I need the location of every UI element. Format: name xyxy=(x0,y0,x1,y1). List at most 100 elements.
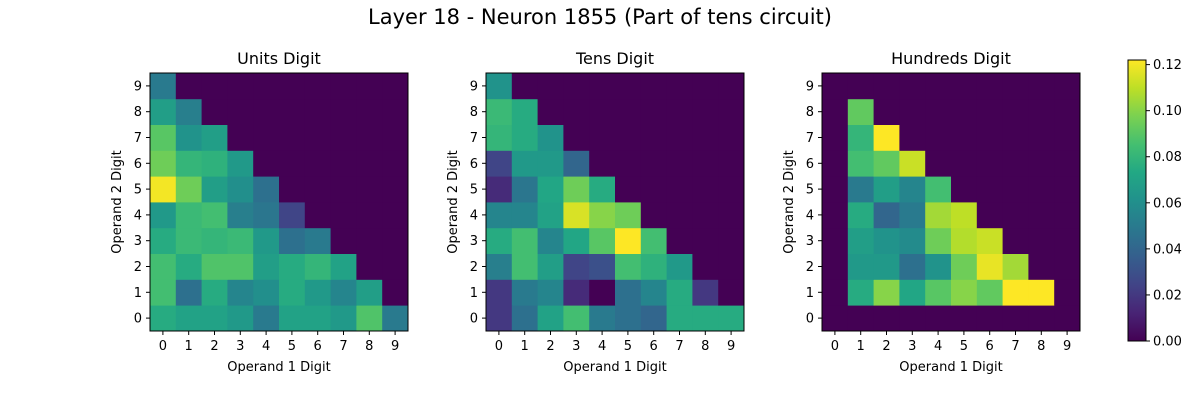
heatmap-cell xyxy=(822,279,849,306)
heatmap-cell xyxy=(718,73,745,100)
heatmap-cell xyxy=(227,73,254,100)
heatmap-cell xyxy=(382,176,409,203)
heatmap-cell xyxy=(718,305,745,332)
heatmap-cell xyxy=(253,279,280,306)
heatmap-cell xyxy=(1028,98,1055,125)
heatmap-cell xyxy=(925,305,952,332)
x-tick-label: 8 xyxy=(1037,339,1045,354)
x-tick-label: 5 xyxy=(288,339,296,354)
heatmap-cell xyxy=(589,98,616,125)
heatmap-cell xyxy=(1028,202,1055,229)
heatmap-cell xyxy=(847,227,874,254)
heatmap-cell xyxy=(899,305,926,332)
y-tick-label: 2 xyxy=(470,260,478,275)
x-tick-label: 2 xyxy=(546,339,554,354)
heatmap-cell xyxy=(822,124,849,151)
heatmap-cell xyxy=(175,305,202,332)
heatmap-cell xyxy=(253,73,280,100)
x-tick-label: 3 xyxy=(572,339,580,354)
heatmap-cell xyxy=(1002,253,1029,280)
heatmap-cell xyxy=(718,124,745,151)
heatmap-cell xyxy=(227,124,254,151)
heatmap-cell xyxy=(899,202,926,229)
axes-frame xyxy=(821,72,1081,332)
axes-frame xyxy=(149,72,409,332)
heatmap-cell xyxy=(537,227,564,254)
heatmap-cell xyxy=(847,150,874,177)
x-axis-label: Operand 1 Digit xyxy=(899,360,1002,375)
heatmap-cell xyxy=(537,176,564,203)
heatmap-cell xyxy=(537,202,564,229)
heatmap-cell xyxy=(279,227,306,254)
heatmap-cell xyxy=(511,305,538,332)
heatmap-cell xyxy=(976,202,1003,229)
heatmap-cell xyxy=(666,227,693,254)
y-tick-label: 9 xyxy=(806,79,814,94)
heatmap-cell xyxy=(279,202,306,229)
heatmap-cell xyxy=(976,227,1003,254)
x-tick-label: 3 xyxy=(908,339,916,354)
y-tick-label: 4 xyxy=(806,208,814,223)
x-tick-label: 2 xyxy=(210,339,218,354)
heatmap-cell xyxy=(640,253,667,280)
heatmap-cell xyxy=(899,279,926,306)
heatmap-cell xyxy=(1028,124,1055,151)
heatmap-cell xyxy=(511,202,538,229)
heatmap-cell xyxy=(486,124,513,151)
heatmap-cell xyxy=(175,124,202,151)
heatmap-cell xyxy=(227,150,254,177)
heatmap-cell xyxy=(382,305,409,332)
x-tick-label: 7 xyxy=(339,339,347,354)
heatmap-cell xyxy=(201,202,228,229)
heatmap-cell xyxy=(589,176,616,203)
x-tick-label: 0 xyxy=(831,339,839,354)
heatmap-cell xyxy=(873,279,900,306)
x-tick-label: 4 xyxy=(598,339,606,354)
heatmap-cell xyxy=(692,279,719,306)
heatmap-cell xyxy=(822,227,849,254)
heatmap-cell xyxy=(150,176,177,203)
heatmap-cell xyxy=(382,98,409,125)
x-tick-label: 9 xyxy=(1063,339,1071,354)
colorbar: 0.00 0.02 0.04 0.06 0.08 0.10 0.12 xyxy=(1127,58,1182,350)
heatmap-cell xyxy=(563,124,590,151)
heatmap-cell xyxy=(227,305,254,332)
heatmap-cell xyxy=(976,176,1003,203)
x-tick-label: 6 xyxy=(986,339,994,354)
heatmap-cell xyxy=(330,73,357,100)
heatmap-cell xyxy=(1054,98,1081,125)
heatmap-cell xyxy=(589,150,616,177)
heatmap-cell xyxy=(330,253,357,280)
heatmap-cell xyxy=(1054,124,1081,151)
heatmap-cell xyxy=(486,150,513,177)
heatmap-cell xyxy=(666,305,693,332)
heatmap-cell xyxy=(201,305,228,332)
heatmap-cell xyxy=(925,150,952,177)
y-tick-label: 5 xyxy=(470,183,478,198)
heatmap-cell xyxy=(537,124,564,151)
heatmap-cell xyxy=(640,202,667,229)
heatmap-cell xyxy=(976,124,1003,151)
heatmap-cell xyxy=(356,227,383,254)
heatmap-cell xyxy=(951,73,978,100)
heatmap-cell xyxy=(951,227,978,254)
heatmap-cell xyxy=(150,202,177,229)
heatmap-cell xyxy=(847,73,874,100)
heatmap-cell xyxy=(511,253,538,280)
heatmap-cell xyxy=(382,202,409,229)
heatmap-cell xyxy=(356,202,383,229)
heatmap-cell xyxy=(511,124,538,151)
heatmap-cell xyxy=(692,150,719,177)
heatmap-cell xyxy=(1054,150,1081,177)
heatmap-cell xyxy=(382,150,409,177)
heatmap-cell xyxy=(925,98,952,125)
heatmap-cell xyxy=(873,202,900,229)
heatmap-cell xyxy=(1028,73,1055,100)
x-tick-label: 4 xyxy=(934,339,942,354)
heatmap-cell xyxy=(1054,202,1081,229)
heatmap-cell xyxy=(951,202,978,229)
y-tick-label: 0 xyxy=(470,312,478,327)
heatmap-cell xyxy=(330,305,357,332)
x-tick-label: 2 xyxy=(882,339,890,354)
heatmap-cell xyxy=(253,227,280,254)
